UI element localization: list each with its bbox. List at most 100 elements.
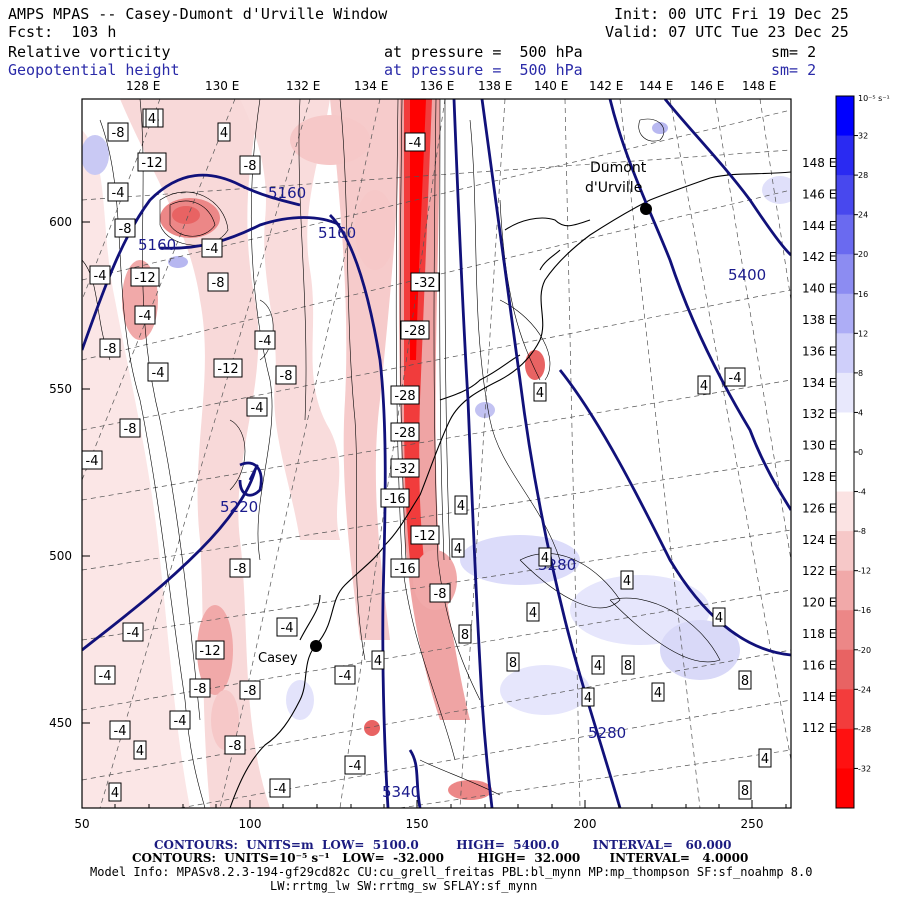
vorticity-label-box — [620, 570, 634, 590]
vorticity-label-box — [454, 495, 468, 515]
colorbar-label: 0 — [858, 448, 863, 457]
vorticity-label: -4 — [86, 454, 99, 469]
colorbar-swatch — [836, 293, 854, 334]
vorticity-label-box — [145, 108, 159, 128]
top-lon-label: 130 E — [205, 79, 239, 93]
right-lon-label: 120 E — [802, 596, 836, 610]
vorticity-label: 4 — [136, 744, 144, 759]
vorticity-label-box — [109, 720, 131, 740]
vorticity-label-box — [334, 665, 356, 685]
vorticity-label-box — [591, 655, 605, 675]
colorbar-label: -24 — [858, 685, 871, 694]
colorbar-swatch — [836, 372, 854, 413]
vorticity-label-box — [344, 755, 366, 775]
vorticity-label-box — [651, 682, 665, 702]
vorticity-label-box — [390, 458, 420, 478]
vorticity-label-box — [114, 218, 136, 238]
colorbar-label: 8 — [858, 369, 863, 378]
colorbar-label: -16 — [858, 606, 871, 615]
vorticity-label: -4 — [174, 714, 187, 729]
vorticity-label: 4 — [584, 691, 592, 706]
vorticity-label: 4 — [148, 112, 156, 127]
dumont-durville-label-line2: d'Urville — [585, 180, 642, 196]
vorticity-label-box — [275, 365, 297, 385]
colorbar-swatch — [836, 214, 854, 255]
vorticity-label-box — [137, 152, 167, 172]
vorticity-label-box — [581, 687, 595, 707]
right-lon-label: 138 E — [802, 313, 836, 327]
vorticity-label: -8 — [280, 369, 293, 384]
vorticity-label-box — [224, 735, 246, 755]
vorticity-label-box — [246, 397, 268, 417]
colorbar-label: -32 — [858, 764, 871, 773]
right-lon-label: 124 E — [802, 533, 836, 547]
top-lon-label: 134 E — [354, 79, 388, 93]
colorbar-label: -20 — [858, 646, 871, 655]
top-lon-label: 136 E — [420, 79, 454, 93]
vorticity-label-box — [371, 650, 385, 670]
vorticity-label: -16 — [384, 492, 405, 507]
vorticity-label-box — [390, 385, 420, 405]
vorticity-label: -4 — [409, 136, 422, 151]
colorbar-swatch — [836, 96, 854, 137]
colorbar-swatch — [836, 135, 854, 176]
vorticity-label-box — [538, 547, 552, 567]
vorticity-label: 4 — [761, 752, 769, 767]
right-lon-label: 146 E — [802, 187, 836, 201]
vorticity-label-box — [169, 710, 191, 730]
vorticity-contour-info: CONTOURS: UNITS=10⁻⁵ s⁻¹ LOW= -32.000 HI… — [132, 851, 749, 865]
vorticity-label: -4 — [152, 366, 165, 381]
colorbar-swatch — [836, 531, 854, 572]
vorticity-label: -8 — [119, 222, 132, 237]
vorticity-label: -12 — [134, 271, 155, 286]
vorticity-label-box — [195, 640, 225, 660]
right-lon-label: 130 E — [802, 439, 836, 453]
vorticity-label-box — [621, 655, 635, 675]
height-contour-label: 5160 — [268, 184, 306, 202]
vorticity-label: 4 — [715, 611, 723, 626]
valid-time: Valid: 07 UTC Tue 23 Dec 25 — [605, 23, 849, 41]
colorbar-swatch — [836, 570, 854, 611]
vorticity-label: -4 — [259, 334, 272, 349]
colorbar-label: 24 — [858, 211, 868, 220]
vorticity-label: -4 — [114, 724, 127, 739]
vorticity-label: -8 — [229, 739, 242, 754]
right-lon-label: 128 E — [802, 470, 836, 484]
forecast-hour: Fcst: 103 h — [8, 23, 117, 41]
vorticity-label: -8 — [244, 159, 257, 174]
colorbar-label: -4 — [858, 488, 866, 497]
vorticity-label: -28 — [394, 389, 415, 404]
vorticity-label: 4 — [541, 551, 549, 566]
vorticity-label: -4 — [206, 242, 219, 257]
x-tick-label: 50 — [74, 817, 89, 831]
colorbar-label: -28 — [858, 725, 871, 734]
x-tick-label: 100 — [239, 817, 262, 831]
vorticity-label: -8 — [212, 276, 225, 291]
vorticity-label: -8 — [112, 126, 125, 141]
right-lon-label: 118 E — [802, 627, 836, 641]
vorticity-label: 4 — [654, 686, 662, 701]
y-tick-label: 500 — [49, 549, 72, 563]
vorticity-label: -4 — [251, 401, 264, 416]
vorticity-label-box — [130, 267, 160, 287]
vorticity-label: 8 — [461, 628, 469, 643]
vorticity-label: 4 — [700, 379, 708, 394]
right-lon-label: 142 E — [802, 250, 836, 264]
right-lon-label: 134 E — [802, 376, 836, 390]
right-lon-label: 144 E — [802, 219, 836, 233]
colorbar-unit: 10⁻⁵ s⁻¹ — [858, 94, 890, 103]
x-tick-label: 200 — [574, 817, 597, 831]
vorticity-label: -4 — [274, 782, 287, 797]
field1-name: Relative vorticity — [8, 43, 171, 61]
colorbar-swatch — [836, 333, 854, 374]
colorbar-label: 12 — [858, 329, 868, 338]
vorticity-label-box — [458, 624, 472, 644]
vorticity-label: -8 — [434, 587, 447, 602]
right-lon-label: 148 E — [802, 156, 836, 170]
vorticity-label-box — [254, 330, 276, 350]
top-longitude-labels: 128 E 130 E 132 E 134 E 136 E 138 E 140 E 142 E… — [126, 79, 776, 93]
colorbar-swatch — [836, 649, 854, 690]
coastline — [229, 171, 791, 808]
dumont-durville-label-line1: Dumont — [590, 160, 647, 176]
